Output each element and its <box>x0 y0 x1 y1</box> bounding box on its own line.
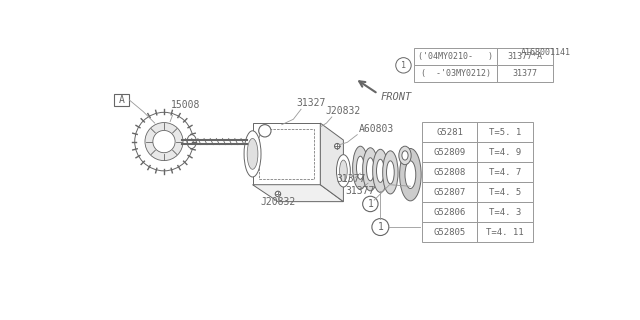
Text: A: A <box>118 95 125 105</box>
FancyBboxPatch shape <box>477 182 533 203</box>
FancyBboxPatch shape <box>414 65 497 82</box>
Ellipse shape <box>247 139 258 169</box>
Text: T=4. 9: T=4. 9 <box>489 148 521 157</box>
Text: G52809: G52809 <box>433 148 466 157</box>
Text: T=4. 11: T=4. 11 <box>486 228 524 237</box>
FancyBboxPatch shape <box>114 94 129 106</box>
Text: T=4. 7: T=4. 7 <box>489 168 521 177</box>
Ellipse shape <box>187 135 196 148</box>
Text: 31377: 31377 <box>513 69 538 78</box>
Text: 31327: 31327 <box>296 98 326 108</box>
FancyBboxPatch shape <box>477 142 533 162</box>
Text: J20832: J20832 <box>326 106 361 116</box>
Ellipse shape <box>405 161 416 188</box>
Ellipse shape <box>356 156 364 179</box>
Text: T=4. 5: T=4. 5 <box>489 188 521 197</box>
Text: 31377: 31377 <box>337 174 366 184</box>
FancyBboxPatch shape <box>422 162 477 182</box>
Ellipse shape <box>340 160 348 182</box>
Circle shape <box>153 131 175 153</box>
Text: 31377: 31377 <box>346 186 375 196</box>
Text: G5281: G5281 <box>436 128 463 137</box>
FancyBboxPatch shape <box>477 122 533 142</box>
Ellipse shape <box>335 143 340 149</box>
Circle shape <box>363 196 378 212</box>
Ellipse shape <box>376 159 384 182</box>
Ellipse shape <box>399 146 411 165</box>
Ellipse shape <box>363 148 378 191</box>
FancyBboxPatch shape <box>422 142 477 162</box>
Ellipse shape <box>399 148 421 201</box>
FancyBboxPatch shape <box>477 162 533 182</box>
Ellipse shape <box>337 155 350 187</box>
Text: T=5. 1: T=5. 1 <box>489 128 521 137</box>
FancyBboxPatch shape <box>497 65 553 82</box>
FancyBboxPatch shape <box>422 122 477 142</box>
Text: (  -'03MY0212): ( -'03MY0212) <box>421 69 491 78</box>
Circle shape <box>372 219 389 236</box>
Text: T=4. 3: T=4. 3 <box>489 208 521 217</box>
FancyBboxPatch shape <box>497 48 553 65</box>
Polygon shape <box>320 123 344 202</box>
Ellipse shape <box>259 124 271 137</box>
Polygon shape <box>253 185 344 202</box>
Text: 1: 1 <box>401 61 406 70</box>
FancyBboxPatch shape <box>422 182 477 203</box>
Ellipse shape <box>353 146 368 189</box>
FancyBboxPatch shape <box>422 203 477 222</box>
FancyBboxPatch shape <box>477 222 533 243</box>
Text: G52808: G52808 <box>433 168 466 177</box>
Text: G52806: G52806 <box>433 208 466 217</box>
Text: 1: 1 <box>367 199 373 209</box>
Text: FRONT: FRONT <box>380 92 412 102</box>
Text: A168001141: A168001141 <box>520 48 570 57</box>
Text: ('04MY0210-   ): ('04MY0210- ) <box>419 52 493 61</box>
FancyBboxPatch shape <box>414 48 497 65</box>
Circle shape <box>145 123 183 161</box>
FancyBboxPatch shape <box>477 203 533 222</box>
Text: 31377*A: 31377*A <box>508 52 543 61</box>
Polygon shape <box>253 123 320 185</box>
FancyBboxPatch shape <box>422 222 477 243</box>
Text: G52807: G52807 <box>433 188 466 197</box>
Circle shape <box>135 112 193 171</box>
Ellipse shape <box>402 151 408 160</box>
Text: 15008: 15008 <box>171 100 200 110</box>
Ellipse shape <box>372 149 388 192</box>
Ellipse shape <box>275 191 281 196</box>
Ellipse shape <box>383 151 398 194</box>
Circle shape <box>396 58 411 73</box>
Ellipse shape <box>244 131 261 177</box>
Ellipse shape <box>387 161 394 184</box>
Text: J20832: J20832 <box>260 197 296 207</box>
Ellipse shape <box>367 158 374 181</box>
Text: 1: 1 <box>378 222 383 232</box>
Text: A60803: A60803 <box>359 124 394 134</box>
Text: G52805: G52805 <box>433 228 466 237</box>
